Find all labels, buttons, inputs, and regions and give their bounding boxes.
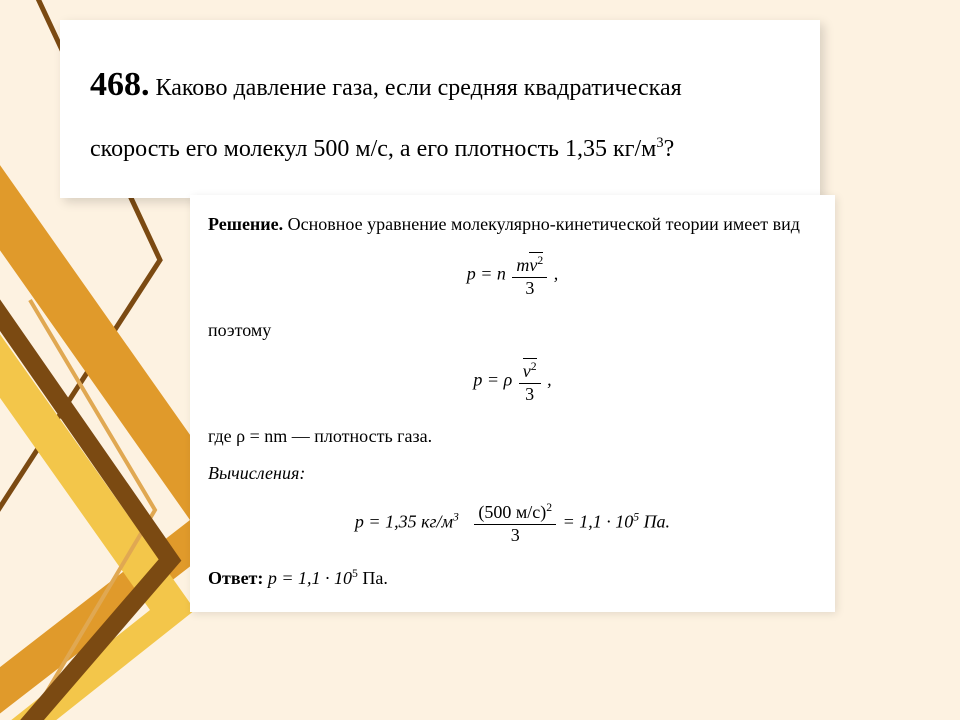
calc-den: 3: [474, 525, 556, 547]
eq1-comma: ,: [554, 264, 559, 284]
eq2-num-sup: 2: [531, 360, 537, 373]
calculation: p = 1,35 кг/м3 (500 м/с)2 3 = 1,1 · 105 …: [208, 501, 817, 546]
equation-1: p = n mv2 3 ,: [208, 252, 817, 299]
calc-result-unit: Па.: [639, 512, 670, 532]
calc-num-sup: 2: [546, 501, 552, 514]
calc-frac: (500 м/с)2 3: [474, 501, 556, 546]
eq2-den: 3: [519, 384, 541, 406]
answer-body: p = 1,1 · 10: [263, 568, 352, 588]
eq1-lhs: p = n: [467, 264, 506, 284]
solution-card: Решение. Основное уравнение молекулярно-…: [190, 195, 835, 612]
eq1-den: 3: [512, 278, 547, 300]
problem-card: 468. Каково давление газа, если средняя …: [60, 20, 820, 198]
calc-num: (500 м/с): [478, 502, 546, 522]
eq2-frac: v2 3: [519, 358, 541, 405]
calc-lhs-sup: 3: [453, 511, 459, 524]
eq2-comma: ,: [547, 370, 552, 390]
problem-line2b: ?: [664, 136, 675, 162]
answer-label: Ответ:: [208, 568, 263, 588]
eq1-num-m: m: [516, 255, 529, 275]
eq1-frac: mv2 3: [512, 252, 547, 299]
problem-sup: 3: [656, 135, 663, 151]
eq2-num-v: v: [523, 361, 531, 381]
calc-lhs: p = 1,35 кг/м: [355, 512, 453, 532]
answer-line: Ответ: p = 1,1 · 105 Па.: [208, 565, 817, 592]
solution-intro-rest: Основное уравнение молекулярно-кинети­че…: [283, 214, 800, 234]
problem-line1: Каково давление газа, если средняя квадр…: [156, 75, 682, 101]
eq2-lhs: p = ρ: [473, 370, 512, 390]
problem-text: 468. Каково давление газа, если средняя …: [90, 48, 790, 176]
eq1-num-sup: 2: [537, 254, 543, 267]
problem-line2a: скорость его молекул 500 м/с, а его плот…: [90, 136, 656, 162]
solution-intro: Решение. Основное уравнение молекулярно-…: [208, 211, 817, 238]
calc-result: = 1,1 · 10: [563, 512, 634, 532]
problem-number: 468.: [90, 66, 150, 103]
solution-intro-label: Решение.: [208, 214, 283, 234]
therefore: поэтому: [208, 317, 817, 344]
equation-2: p = ρ v2 3 ,: [208, 358, 817, 405]
answer-unit: Па.: [358, 568, 388, 588]
calc-label: Вычисления:: [208, 460, 817, 487]
where-line: где ρ = nm — плотность газа.: [208, 423, 817, 450]
